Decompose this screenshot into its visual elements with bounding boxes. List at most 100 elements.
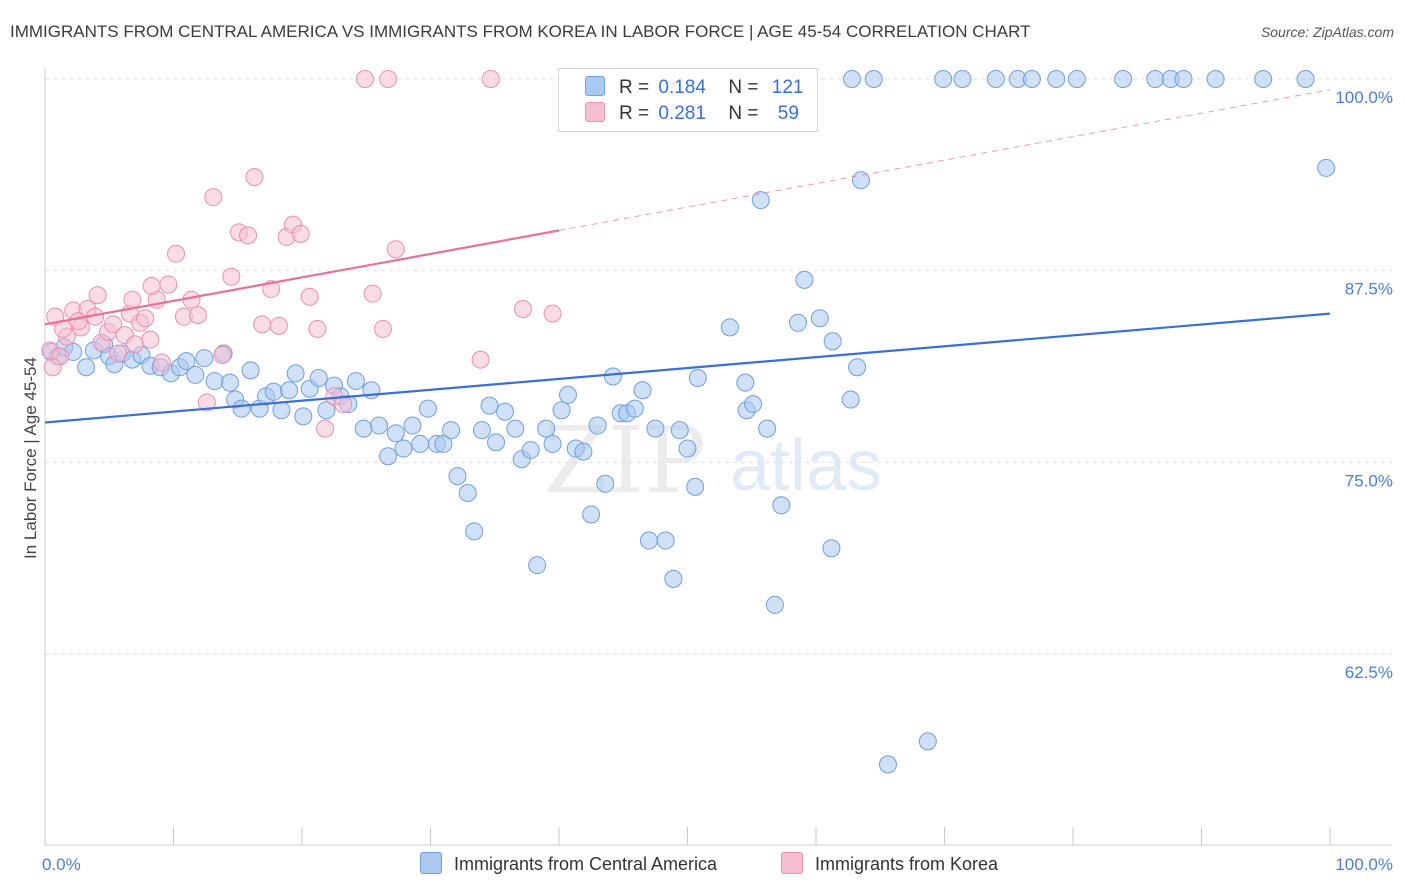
trend-line-korea [44,229,560,326]
legend-r-value: 0.184 [658,77,706,98]
point-central-america [878,755,897,774]
point-central-america [448,467,467,486]
point-central-america [1206,70,1225,88]
point-korea [188,306,207,325]
point-korea [316,419,335,438]
y-tick-label: 62.5% [1345,663,1393,682]
point-central-america [810,309,829,328]
legend-swatch-blue [585,76,605,96]
point-central-america [934,70,953,88]
point-central-america [221,373,240,392]
legend-swatch-pink [781,852,803,874]
trend-line-central-america [44,312,1331,424]
point-korea [363,284,382,303]
point-central-america [458,484,477,502]
point-central-america [758,419,777,438]
point-korea [125,335,144,354]
point-korea [239,226,258,245]
point-central-america [317,401,336,420]
point-central-america [625,399,644,418]
point-central-america [386,424,405,443]
point-central-america [418,399,437,418]
point-central-america [822,539,841,558]
source-label: Source: ZipAtlas.com [1260,24,1394,40]
point-central-america [744,395,763,414]
point-korea [88,286,107,305]
point-korea [213,346,232,364]
trend-lines [44,89,1331,424]
y-tick-label: 100.0% [1335,88,1393,107]
point-korea [481,70,500,88]
point-central-america [521,441,540,460]
legend-row-korea: R = 0.281 N = 59 [585,102,799,126]
point-korea [308,319,327,338]
legend-r-value: 0.281 [658,103,706,124]
point-korea [123,290,142,309]
point-korea [182,290,201,309]
point-korea [43,358,62,377]
point-central-america [823,332,842,351]
point-central-america [309,369,328,387]
point-central-america [789,313,808,332]
watermark-atlas: atlas [730,426,882,506]
point-central-america [772,496,791,515]
point-central-america [552,401,571,420]
point-central-america [543,434,562,453]
legend-swatch-blue [420,852,442,874]
legend-r-label: R = [619,103,650,124]
point-central-america [286,364,305,383]
axes [44,68,1392,846]
legend-swatch-pink [585,102,605,122]
point-central-america [472,421,491,440]
correlation-legend: R = 0.184 N = 121 R = 0.281 N = 59 [558,68,818,132]
legend-item-korea: Immigrants from Korea [781,852,998,875]
point-central-america [688,369,707,387]
x-tick-label: 0.0% [42,855,81,874]
point-korea [104,315,123,334]
point-central-america [588,416,607,435]
legend-n-value: 59 [777,103,799,124]
point-central-america [1067,70,1086,88]
point-central-america [241,361,260,380]
point-korea [373,319,392,338]
point-central-america [686,477,705,496]
chart-title: IMMIGRANTS FROM CENTRAL AMERICA VS IMMIG… [10,22,1031,41]
point-korea [514,300,533,318]
point-central-america [195,349,214,368]
point-central-america [720,318,739,337]
point-korea [291,224,310,243]
tick-labels: 62.5% 75.0% 87.5% 100.0% 0.0% 100.0% [42,88,1393,874]
point-korea [142,277,161,295]
point-central-america [603,367,622,386]
point-korea [197,393,216,412]
point-korea [159,275,178,294]
y-tick-label: 75.0% [1345,471,1393,490]
gridlines [45,78,1392,655]
y-axis-label: In Labor Force | Age 45-54 [21,357,40,559]
point-central-america [646,419,665,438]
point-central-america [639,531,658,550]
point-korea [386,240,405,259]
trend-line-korea-extension [558,89,1331,231]
point-korea [69,312,88,331]
legend-n-label: N = [728,103,759,124]
point-central-america [487,433,506,452]
point-central-america [1114,70,1133,88]
point-central-america [434,434,453,453]
point-central-america [1296,70,1315,88]
point-central-america [465,522,484,541]
point-korea [471,350,490,369]
point-central-america [177,352,196,371]
point-central-america [272,401,291,420]
point-central-america [1022,70,1041,88]
x-tick-label: 100.0% [1335,855,1393,874]
point-central-america [736,373,755,392]
point-korea [543,304,562,323]
point-korea [355,70,374,88]
legend-n-label: N = [728,77,759,98]
point-central-america [986,70,1005,88]
point-central-america [558,385,577,404]
point-korea [334,395,353,414]
point-central-america [795,270,814,289]
point-central-america [664,569,683,588]
